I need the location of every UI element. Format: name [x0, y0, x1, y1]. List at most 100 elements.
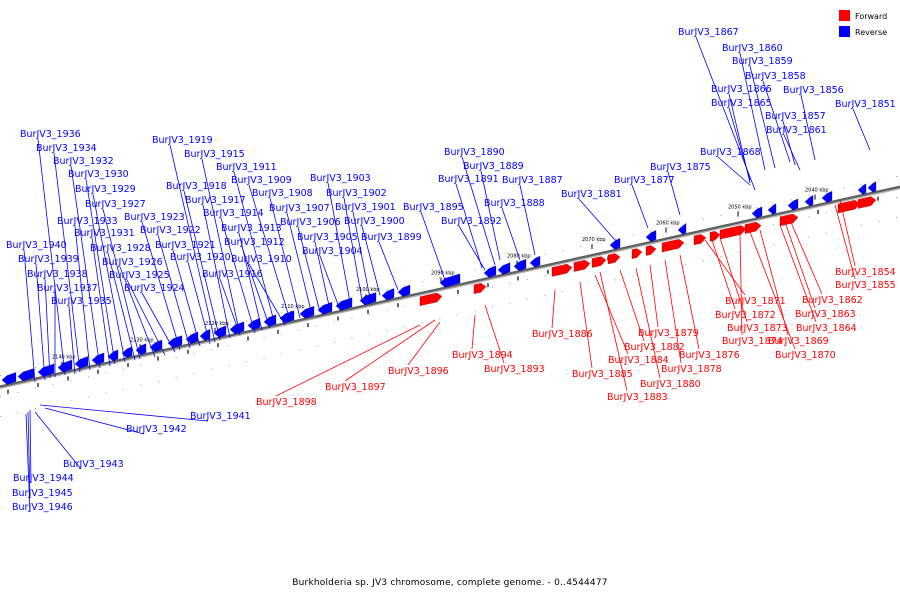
reverse-gene-label: BurJV3_1917	[185, 195, 246, 206]
forward-gene-label: BurJV3_1893	[484, 364, 545, 375]
reverse-leader	[286, 212, 313, 316]
forward-gene	[709, 231, 721, 242]
reverse-leader	[141, 221, 181, 351]
reverse-gene-label: BurJV3_1904	[302, 246, 363, 257]
forward-leader	[344, 319, 436, 382]
forward-leader	[275, 324, 421, 397]
reverse-leader	[37, 138, 66, 376]
reverse-gene	[804, 195, 814, 207]
reverse-gene-label: BurJV3_1914	[203, 208, 264, 219]
reverse-gene-label: BurJV3_1929	[75, 184, 136, 195]
reverse-gene-label: BurJV3_1932	[53, 156, 114, 167]
reverse-gene-label: BurJV3_1900	[344, 216, 405, 227]
reverse-leader	[157, 234, 191, 349]
reverse-gene-label: BurJV3_1935	[51, 296, 112, 307]
reverse-leader	[172, 249, 201, 347]
reverse-leader	[238, 232, 263, 331]
forward-gene	[857, 196, 877, 209]
reverse-gene	[645, 230, 657, 242]
reverse-leader	[361, 225, 381, 296]
reverse-leader	[461, 156, 496, 266]
reverse-gene	[497, 262, 511, 275]
tick-label: 2070 kbp	[582, 237, 606, 243]
reverse-gene-label: BurJV3_1930	[68, 169, 129, 180]
reverse-gene-label: BurJV3_1907	[269, 203, 330, 214]
reverse-gene-label: BurJV3_1908	[252, 188, 313, 199]
reverse-gene	[483, 265, 497, 278]
reverse-leader	[74, 225, 91, 371]
reverse-gene-label: BurJV3_1944	[13, 473, 74, 484]
forward-leader	[619, 269, 645, 342]
reverse-gene-label: BurJV3_1892	[441, 216, 502, 227]
forward-gene	[607, 253, 621, 265]
reverse-gene-label: BurJV3_1916	[202, 269, 263, 280]
reverse-gene-label: BurJV3_1912	[224, 237, 285, 248]
reverse-leader	[202, 204, 231, 339]
reverse-gene	[609, 238, 621, 250]
forward-gene	[573, 259, 591, 272]
forward-gene	[473, 283, 487, 294]
forward-gene-label: BurJV3_1855	[835, 280, 896, 291]
reverse-gene	[229, 321, 245, 335]
reverse-leader	[187, 261, 211, 345]
reverse-leader	[297, 226, 321, 313]
forward-gene-label: BurJV3_1871	[725, 296, 786, 307]
reverse-gene-label: BurJV3_1910	[231, 254, 292, 265]
reverse-leader	[327, 182, 351, 303]
forward-gene-label: BurJV3_1872	[715, 310, 776, 321]
reverse-gene	[263, 314, 277, 327]
reverse-gene	[149, 339, 163, 352]
label-leaders	[23, 36, 871, 513]
reverse-gene	[185, 331, 199, 344]
reverse-gene	[767, 203, 777, 215]
reverse-leader	[92, 193, 126, 363]
reverse-leader	[102, 208, 141, 360]
reverse-gene	[529, 255, 541, 268]
reverse-gene-label: BurJV3_1895	[403, 202, 464, 213]
forward-leader	[739, 234, 743, 336]
reverse-leader	[458, 225, 486, 271]
reverse-leader	[739, 52, 766, 171]
reverse-gene-label: BurJV3_1942	[126, 424, 187, 435]
forward-leader	[784, 221, 816, 309]
forward-gene	[693, 234, 707, 246]
forward-gene	[645, 245, 657, 256]
reverse-gene-label: BurJV3_1851	[835, 99, 896, 110]
forward-gene-label: BurJV3_1882	[624, 342, 685, 353]
reverse-leader	[233, 171, 276, 326]
reverse-gene	[1, 372, 17, 385]
reverse-gene-label: BurJV3_1939	[18, 254, 79, 265]
tick-label: 2100 kbp	[356, 287, 380, 293]
reverse-leader	[241, 246, 271, 329]
reverse-gene-label: BurJV3_1866	[711, 84, 772, 95]
reverse-leader	[501, 207, 521, 261]
reverse-gene-label: BurJV3_1931	[74, 228, 135, 239]
forward-leader	[599, 271, 628, 392]
reverse-gene-label: BurJV3_1901	[335, 202, 396, 213]
reverse-leader	[352, 211, 371, 299]
reverse-leader	[695, 36, 756, 191]
tick-label: 2050 kbp	[728, 205, 752, 211]
reverse-leader	[35, 263, 46, 381]
reverse-gene	[439, 273, 461, 288]
reverse-leader	[39, 404, 209, 422]
reverse-leader	[29, 409, 32, 484]
gene-labels: BurJV3_1851 BurJV3_1856 BurJV3_1857 BurJV3_…	[6, 27, 896, 513]
forward-gene-label: BurJV3_1897	[325, 382, 386, 393]
reverse-gene-label: BurJV3_1905	[297, 232, 358, 243]
legend: Forward Reverse	[839, 10, 887, 37]
reverse-gene	[397, 284, 411, 297]
gene-arrows	[1, 181, 877, 385]
forward-gene-label: BurJV3_1854	[835, 267, 896, 278]
forward-gene-label: BurJV3_1884	[608, 355, 669, 366]
forward-leader	[484, 304, 505, 364]
reverse-gene	[37, 363, 55, 377]
reverse-gene-label: BurJV3_1926	[102, 257, 163, 268]
reverse-leader	[420, 211, 446, 281]
reverse-gene-label: BurJV3_1890	[444, 147, 505, 158]
reverse-gene-label: BurJV3_1943	[63, 459, 124, 470]
forward-leader	[579, 281, 593, 369]
reverse-leader	[480, 170, 501, 261]
reverse-gene-label: BurJV3_1945	[12, 488, 73, 499]
forward-leader	[594, 274, 629, 355]
